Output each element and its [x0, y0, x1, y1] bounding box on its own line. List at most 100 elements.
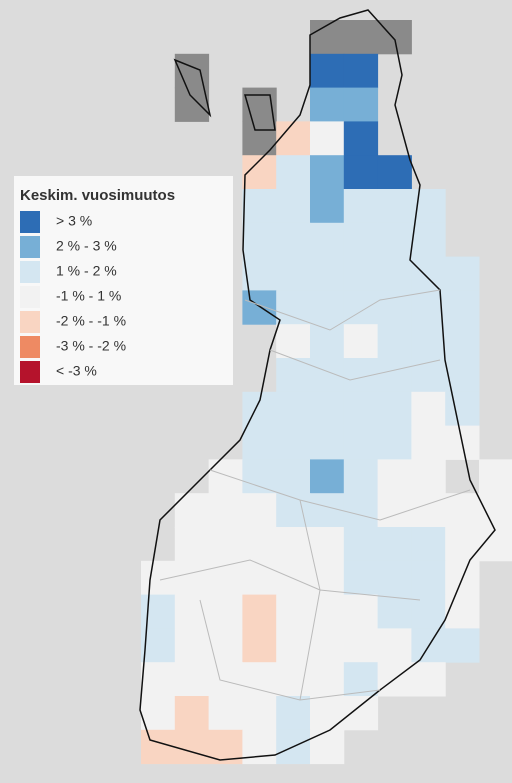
grid-cell: [310, 256, 345, 291]
grid-cell: [174, 729, 210, 765]
grid-cell: [445, 594, 480, 629]
grid-cell: [174, 594, 210, 629]
grid-cell: [242, 290, 277, 325]
grid-cell: [276, 594, 311, 629]
grid-cell: [377, 425, 412, 460]
grid-cell: [242, 493, 277, 528]
grid-cell: [310, 222, 345, 258]
legend-label: -1 % - 1 %: [56, 288, 121, 304]
grid-cell: [310, 628, 345, 663]
grid-cell: [208, 459, 243, 494]
grid-cell: [411, 324, 446, 359]
grid-cell: [445, 256, 480, 291]
grid-cell: [310, 560, 345, 596]
grid-cell: [343, 425, 379, 460]
grid-cell: [242, 628, 277, 663]
grid-cell: [377, 594, 412, 629]
grid-cell: [276, 560, 311, 596]
grid-cell: [141, 696, 176, 731]
legend-box: [14, 176, 233, 385]
grid-cell: [276, 222, 311, 258]
grid-cell: [377, 493, 412, 528]
grid-cell: [310, 594, 345, 629]
grid-cell: [310, 358, 345, 393]
legend-items: > 3 % 2 % - 3 % 1 % - 2 % -1 % - 1 % -2 % - …: [20, 211, 126, 383]
grid-cell: [208, 696, 243, 731]
grid-cell: [310, 189, 345, 224]
legend-label: -2 % - -1 %: [56, 313, 126, 329]
country-border: [139, 9, 496, 761]
grid-cell: [208, 560, 243, 596]
grid-cell: [377, 527, 412, 562]
grid-cell: [242, 425, 277, 460]
grid-cell: [276, 121, 311, 156]
grid-cell: [343, 155, 379, 190]
grid-cell: [208, 493, 243, 528]
grid-cell: [242, 459, 277, 494]
legend-label: < -3 %: [56, 363, 97, 379]
no-data-cell: [377, 20, 412, 55]
grid-cell: [310, 425, 345, 460]
grid-cell: [343, 696, 379, 731]
grid-cell: [276, 662, 311, 697]
grid-cell: [310, 662, 345, 697]
legend-swatch: [20, 311, 40, 333]
grid-cell: [343, 53, 379, 89]
grid-cell: [276, 358, 311, 393]
grid-cell: [310, 324, 345, 359]
grid-cell: [411, 662, 446, 697]
grid-cell: [343, 256, 379, 291]
grid-cell: [479, 459, 512, 494]
grid-cell: [276, 324, 311, 359]
grid-cell: [174, 662, 210, 697]
grid-cell: [343, 493, 379, 528]
grid-cell: [174, 527, 210, 562]
grid-cell: [310, 87, 345, 122]
grid-cell: [377, 358, 412, 393]
legend-swatch: [20, 361, 40, 383]
grid-cell: [343, 121, 379, 156]
grid-cell: [445, 324, 480, 359]
grid-cell: [377, 222, 412, 258]
grid-cell: [343, 290, 379, 325]
grid-cell: [141, 662, 176, 697]
grid-cell: [310, 121, 345, 156]
grid-cell: [343, 324, 379, 359]
grid-cell: [377, 459, 412, 494]
grid-cell: [242, 222, 277, 258]
grid-cell: [343, 628, 379, 663]
grid-cell: [343, 189, 379, 224]
grid-cell: [479, 493, 512, 528]
grid-cell: [445, 391, 480, 427]
grid-cell: [445, 527, 480, 562]
grid-cell: [411, 594, 446, 629]
grid-cell: [174, 493, 210, 528]
no-data-cell: [242, 121, 277, 156]
grid-cell: [276, 459, 311, 494]
grid-cell: [208, 594, 243, 629]
grid-cell: [174, 628, 210, 663]
grid-cell: [310, 391, 345, 427]
grid-cell: [242, 729, 277, 765]
grid-cell: [310, 696, 345, 731]
grid-cell: [174, 696, 210, 731]
grid-cell: [411, 358, 446, 393]
grid-cell: [276, 256, 311, 291]
grid-cell: [343, 87, 379, 122]
legend-swatch: [20, 236, 40, 258]
grid-cell: [242, 391, 277, 427]
grid-cell: [411, 425, 446, 460]
grid-cell: [310, 527, 345, 562]
grid-cell: [174, 560, 210, 596]
legend-label: 1 % - 2 %: [56, 263, 117, 279]
legend: Keskim. vuosimuutos > 3 % 2 % - 3 % 1 % - …: [14, 176, 233, 385]
grid-cell: [310, 155, 345, 190]
grid-cell: [276, 189, 311, 224]
grid-cell: [242, 662, 277, 697]
grid-cell: [479, 527, 512, 562]
grid-cells: [141, 20, 512, 765]
grid-cell: [411, 527, 446, 562]
grid-cell: [411, 256, 446, 291]
grid-cell: [276, 628, 311, 663]
